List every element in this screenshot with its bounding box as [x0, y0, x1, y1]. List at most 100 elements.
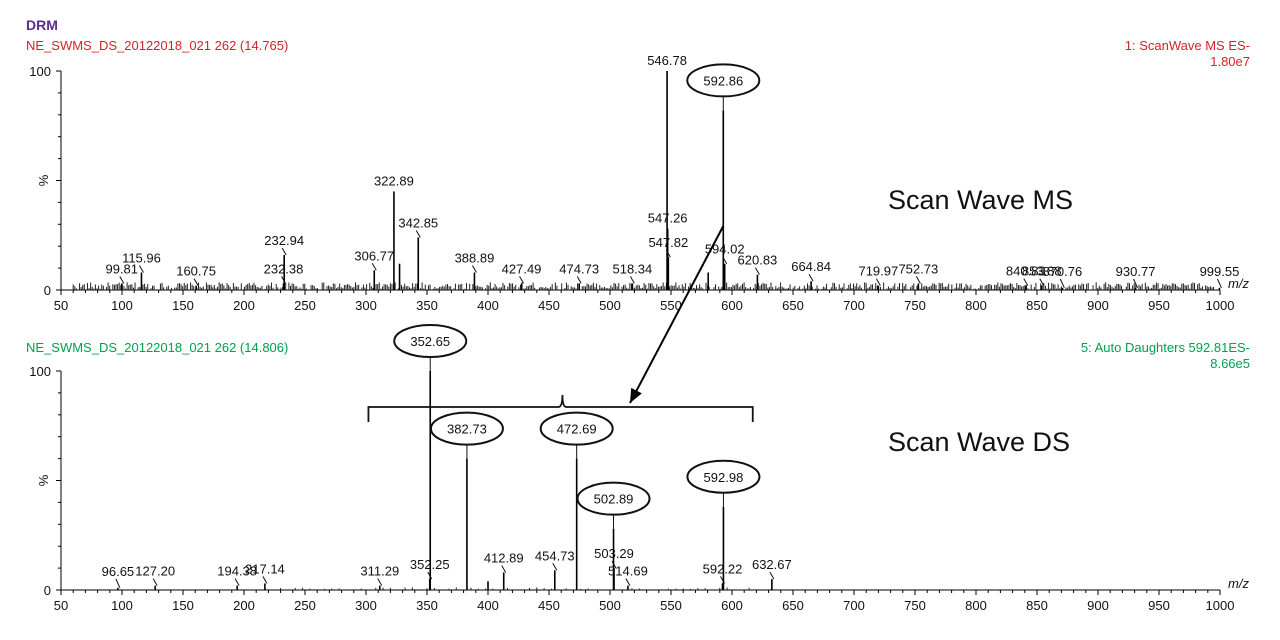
peak-leader: [377, 578, 383, 586]
peak-label: 719.97: [858, 264, 898, 279]
peak-leader: [139, 265, 144, 273]
peak-label: 99.81: [105, 261, 138, 276]
x-tick-label: 1000: [1206, 298, 1235, 313]
x-tick-label: 1000: [1206, 598, 1235, 613]
panel1-function-info: 1: ScanWave MS ES-: [1124, 38, 1250, 53]
peak-leader: [262, 576, 268, 584]
peak-label: 127.20: [135, 564, 175, 579]
peak-label: 311.29: [360, 564, 399, 579]
peak-label: 352.65: [410, 334, 450, 349]
peak-leader: [519, 276, 524, 284]
peak-label: 454.73: [535, 548, 575, 563]
peak-label: 752.73: [898, 261, 938, 276]
peak-label: 547.26: [648, 211, 688, 226]
x-tick-label: 950: [1148, 298, 1170, 313]
peak-leader: [1059, 278, 1065, 289]
x-tick-label: 900: [1087, 298, 1109, 313]
peak-leader: [576, 276, 582, 284]
x-tick-label: 100: [111, 598, 133, 613]
peak-label: 592.86: [703, 73, 743, 88]
peak-label: 388.89: [455, 250, 495, 265]
peak-label: 664.84: [791, 259, 831, 274]
panel1-title: Scan Wave MS: [888, 185, 1074, 215]
panel2-file-info: NE_SWMS_DS_20122018_021 262 (14.806): [26, 340, 289, 355]
peak-label: 115.96: [122, 250, 161, 265]
y-axis-label: %: [36, 174, 51, 186]
panel2-function-info: 5: Auto Daughters 592.81ES-: [1080, 340, 1250, 355]
peak-label: 870.76: [1042, 264, 1082, 279]
peak-leader: [371, 263, 377, 271]
peak-label: 547.82: [648, 235, 688, 250]
x-tick-label: 300: [355, 298, 377, 313]
x-tick-label: 600: [721, 598, 743, 613]
peak-label: 96.65: [102, 564, 135, 579]
peak-label: 217.14: [245, 561, 285, 576]
peak-label: 840.83: [1006, 264, 1046, 279]
y-tick-label: 0: [44, 583, 51, 598]
peak-leader: [193, 278, 199, 286]
peak-leader: [152, 578, 158, 586]
x-tick-label: 150: [172, 598, 194, 613]
x-tick-label: 400: [477, 298, 499, 313]
panel2-title: Scan Wave DS: [888, 427, 1071, 457]
x-tick-label: 700: [843, 598, 865, 613]
panel2-intensity: 8.66e5: [1210, 356, 1250, 371]
peak-leader: [625, 578, 631, 586]
peak-leader: [629, 276, 635, 284]
x-tick-label: 500: [599, 298, 621, 313]
x-tick-label: 250: [294, 598, 316, 613]
x-tick-label: 750: [904, 598, 926, 613]
x-tick-label: 550: [660, 298, 682, 313]
x-tick-label: 350: [416, 598, 438, 613]
x-tick-label: 100: [111, 298, 133, 313]
ds-spectrum-panel: 0 100% 50 100 150 200 250 300 350 400 450 500 550 600…: [29, 324, 1249, 613]
peak-leader: [1216, 278, 1222, 289]
x-tick-label: 200: [233, 298, 255, 313]
peak-label: 999.55: [1200, 264, 1240, 279]
x-tick-label: 50: [54, 298, 68, 313]
x-tick-label: 850: [1026, 598, 1048, 613]
panel1-file-info: NE_SWMS_DS_20122018_021 262 (14.765): [26, 38, 289, 53]
x-tick-label: 50: [54, 598, 68, 613]
peak-label: 632.67: [752, 557, 792, 572]
peak-label: 472.69: [557, 422, 597, 437]
peak-leader: [472, 265, 477, 273]
x-axis-label: m/z: [1228, 576, 1249, 591]
x-axis-label: m/z: [1228, 276, 1249, 291]
x-tick-label: 950: [1148, 598, 1170, 613]
x-tick-label: 800: [965, 598, 987, 613]
peak-label: 412.89: [484, 550, 524, 565]
peak-label: 620.83: [738, 253, 778, 268]
y-tick-label: 100: [29, 64, 51, 79]
x-tick-label: 600: [721, 298, 743, 313]
x-tick-label: 400: [477, 598, 499, 613]
ms-spectrum-panel: 0 100% 50 100 150 200 250 300 350 400 450 500 550 600…: [29, 53, 1249, 313]
x-tick-label: 900: [1087, 598, 1109, 613]
y-tick-label: 100: [29, 364, 51, 379]
precursor-arrow: [629, 225, 725, 404]
x-tick-label: 350: [416, 298, 438, 313]
peak-leader: [808, 273, 814, 282]
peak-label: 194.38: [217, 564, 257, 579]
fragment-bracket: [367, 394, 754, 422]
x-tick-label: 300: [355, 598, 377, 613]
peak-leader: [281, 247, 287, 256]
peak-leader: [234, 578, 240, 586]
x-tick-label: 250: [294, 298, 316, 313]
x-tick-label: 750: [904, 298, 926, 313]
x-tick-label: 500: [599, 598, 621, 613]
peak-leader: [1023, 278, 1029, 286]
x-tick-label: 450: [538, 298, 560, 313]
peak-label: 322.89: [374, 173, 414, 188]
peak-leader: [611, 560, 617, 569]
x-tick-label: 850: [1026, 298, 1048, 313]
peak-label: 503.29: [594, 546, 634, 561]
x-tick-label: 200: [233, 598, 255, 613]
x-tick-label: 650: [782, 298, 804, 313]
peak-label: 592.22: [703, 561, 743, 576]
peak-label: 546.78: [647, 53, 687, 68]
peak-leader: [552, 563, 558, 571]
peak-label: 382.73: [447, 422, 487, 437]
x-tick-label: 800: [965, 298, 987, 313]
